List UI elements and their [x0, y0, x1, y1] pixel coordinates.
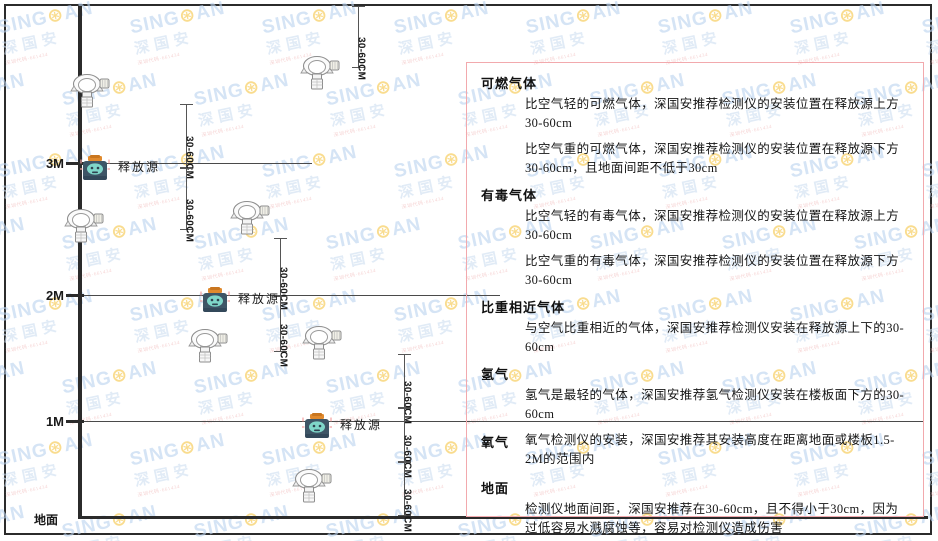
gas-detector-icon	[64, 208, 104, 243]
gas-detector-icon	[300, 55, 340, 90]
release-source	[199, 287, 231, 320]
release-source-label: 释放源	[118, 160, 161, 174]
dimension-line: 30-60CM	[274, 296, 300, 367]
gas-detector-icon	[292, 468, 332, 503]
spec-heading: 地面	[481, 481, 510, 496]
gas-detector-icon	[302, 325, 342, 360]
gas-detector	[290, 465, 336, 510]
spec-paragraph: 氧气检测仪的安装，深国安推荐其安装高度在距离地面或楼板1.5-2M的范围内	[525, 433, 895, 466]
axis-tick-2m	[66, 294, 84, 297]
gas-detector-icon	[230, 200, 270, 235]
dimension-label: 30-60CM	[183, 199, 195, 243]
spec-heading: 可燃气体	[481, 76, 538, 91]
dimension-line: 30-60CM	[398, 462, 424, 532]
level-line-2m	[80, 295, 500, 296]
release-source-label: 释放源	[238, 292, 281, 306]
dimension-line: 30-60CM	[274, 238, 300, 310]
dimension-line: 30-60CM	[180, 104, 206, 179]
dimension-line: 30-60CM	[180, 168, 206, 242]
spec-paragraph: 比空气重的有毒气体，深国安推荐检测仪的安装位置在释放源下方30-60cm	[525, 254, 900, 287]
spec-section: 氢气 氢气是最轻的气体，深国安推荐氢气检测仪安装在楼板面下方的30-60cm	[481, 364, 909, 424]
dimension-label: 30-60CM	[401, 489, 413, 533]
axis-label-3m: 3M	[45, 156, 64, 171]
level-line-3m	[80, 163, 312, 164]
gas-detector	[186, 325, 232, 370]
level-line-1m	[80, 421, 924, 422]
axis-label-1m: 1M	[45, 414, 64, 429]
dimension-label: 30-60CM	[355, 37, 367, 81]
axis-tick-1m	[66, 420, 84, 423]
vertical-axis	[78, 6, 82, 518]
spec-paragraph: 检测仪地面间距，深国安推荐在30-60cm，且不得小于30cm，因为过低容易水溅…	[525, 502, 899, 535]
ground-label: 地面	[34, 513, 59, 527]
release-source-icon	[79, 155, 111, 180]
gas-detector	[62, 205, 108, 250]
spec-section: 比重相近气体与空气比重相近的气体，深国安推荐检测仪安装在释放源上下的30-60c…	[481, 297, 909, 357]
spec-heading: 氢气	[481, 367, 510, 382]
spec-section: 可燃气体比空气轻的可燃气体，深国安推荐检测仪的安装位置在释放源上方30-60cm…	[481, 73, 909, 178]
gas-detector	[228, 197, 274, 242]
spec-panel: 可燃气体比空气轻的可燃气体，深国安推荐检测仪的安装位置在释放源上方30-60cm…	[466, 62, 924, 535]
release-source-label: 释放源	[340, 418, 383, 432]
spec-heading: 有毒气体	[481, 188, 538, 203]
spec-section: 地面 检测仪地面间距，深国安推荐在30-60cm，且不得小于30cm，因为过低容易…	[481, 478, 909, 538]
spec-paragraph: 比空气重的可燃气体，深国安推荐检测仪的安装位置在释放源下方30-60cm，且地面…	[525, 142, 900, 175]
spec-paragraph: 比空气轻的有毒气体，深国安推荐检测仪的安装位置在释放源上方30-60cm	[525, 209, 900, 242]
dimension-line: 30-60CM	[352, 6, 378, 80]
dimension-line: 30-60CM	[398, 408, 424, 478]
spec-section: 有毒气体比空气轻的有毒气体，深国安推荐检测仪的安装位置在释放源上方30-60cm…	[481, 185, 909, 290]
dimension-label: 30-60CM	[277, 324, 289, 368]
page-frame	[4, 4, 932, 535]
gas-detector	[68, 70, 114, 115]
spec-paragraph: 与空气比重相近的气体，深国安推荐检测仪安装在释放源上下的30-60cm	[525, 321, 905, 354]
gas-detector-icon	[70, 73, 110, 108]
release-source-icon	[199, 287, 231, 312]
spec-heading: 比重相近气体	[481, 300, 566, 315]
gas-detector	[300, 322, 346, 367]
gas-detector	[298, 52, 344, 97]
axis-label-2m: 2M	[45, 288, 64, 303]
release-source	[301, 413, 333, 446]
gas-detector-icon	[188, 328, 228, 363]
spec-heading: 氧气	[481, 435, 510, 450]
axis-tick-3m	[66, 162, 84, 165]
ground-baseline	[78, 516, 928, 519]
spec-paragraph: 氢气是最轻的气体，深国安推荐氢气检测仪安装在楼板面下方的30-60cm	[525, 388, 905, 421]
dimension-line: 30-60CM	[398, 354, 424, 424]
spec-paragraph: 比空气轻的可燃气体，深国安推荐检测仪的安装位置在释放源上方30-60cm	[525, 97, 900, 130]
spec-section: 氧气 氧气检测仪的安装，深国安推荐其安装高度在距离地面或楼板1.5-2M的范围内	[481, 431, 909, 476]
release-source-icon	[301, 413, 333, 438]
release-source	[79, 155, 111, 188]
